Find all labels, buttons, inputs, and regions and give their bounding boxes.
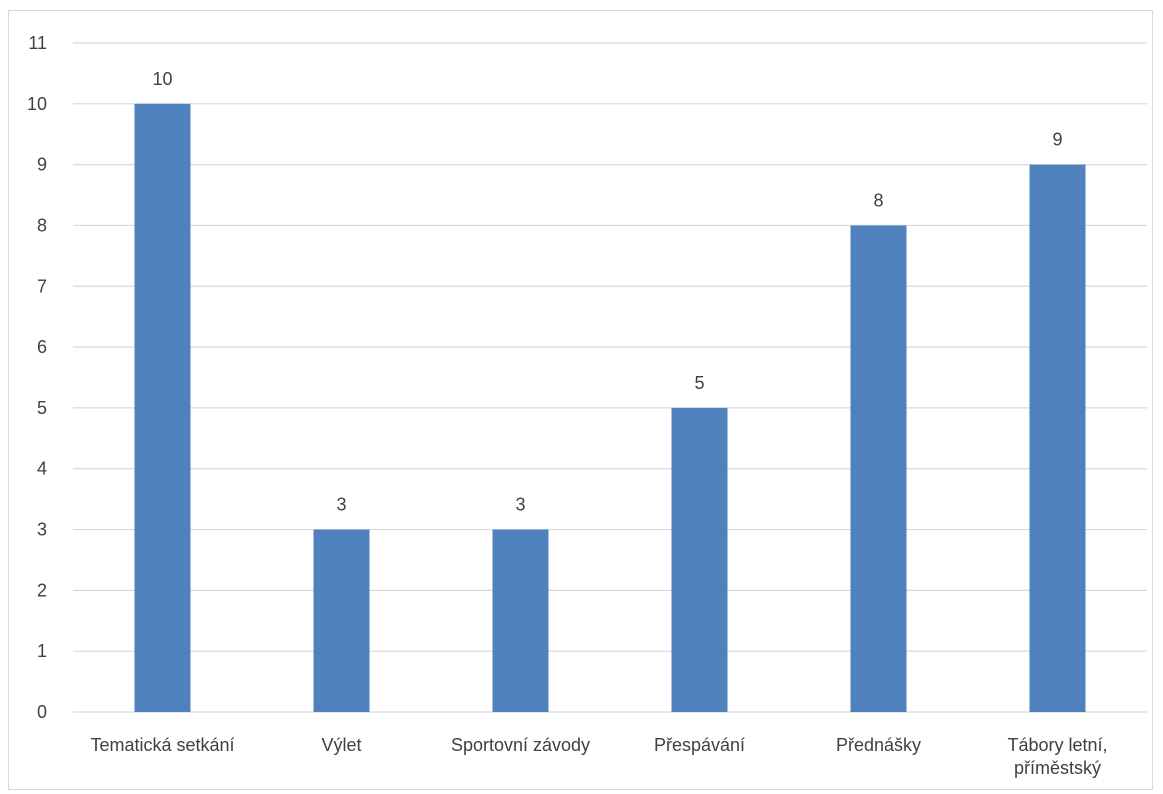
data-label: 9 xyxy=(1052,130,1062,150)
bar xyxy=(671,407,728,712)
bar xyxy=(1029,164,1086,713)
category-label: Sportovní závody xyxy=(451,735,590,755)
y-tick-label: 4 xyxy=(37,459,47,479)
category-label: Výlet xyxy=(321,735,361,755)
y-tick-label: 6 xyxy=(37,337,47,357)
y-tick-label: 10 xyxy=(27,94,47,114)
category-label: Tematická setkání xyxy=(90,735,234,755)
category-label: Přespávání xyxy=(654,735,745,755)
data-label: 8 xyxy=(873,190,883,210)
bar xyxy=(134,103,191,713)
y-tick-label: 7 xyxy=(37,276,47,296)
category-label: Tábory letní, xyxy=(1007,735,1107,755)
data-label: 5 xyxy=(694,373,704,393)
data-label: 10 xyxy=(152,69,172,89)
data-label: 3 xyxy=(336,495,346,515)
y-tick-label: 11 xyxy=(28,33,47,53)
y-tick-label: 2 xyxy=(37,580,47,600)
data-label: 3 xyxy=(515,495,525,515)
category-label: Přednášky xyxy=(836,735,921,755)
y-tick-label: 3 xyxy=(37,520,47,540)
y-tick-label: 0 xyxy=(37,702,47,722)
chart-frame xyxy=(8,10,1153,790)
y-tick-label: 1 xyxy=(37,641,47,661)
y-tick-label: 8 xyxy=(37,215,47,235)
y-tick-label: 5 xyxy=(37,398,47,418)
y-tick-label: 9 xyxy=(37,155,47,175)
bar xyxy=(850,225,907,713)
bar xyxy=(313,529,370,712)
bar xyxy=(492,529,549,712)
category-label: příměstský xyxy=(1014,758,1101,778)
